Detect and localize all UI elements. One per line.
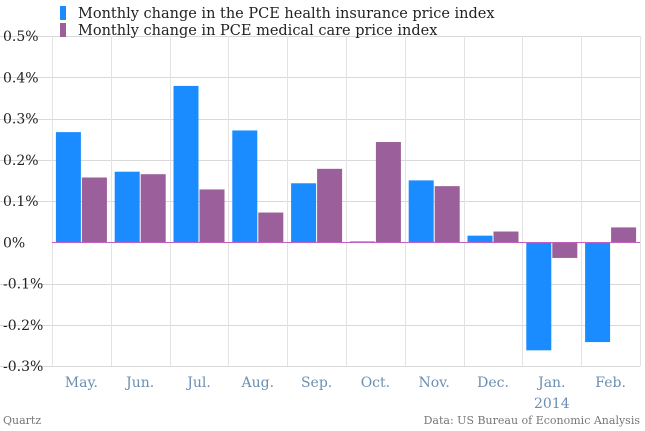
bar-health-insurance-jul xyxy=(173,85,199,243)
footer-source-right: Data: US Bureau of Economic Analysis xyxy=(424,414,641,427)
x-tick-label: May. xyxy=(65,375,98,391)
y-tick-label: -0.1% xyxy=(3,277,43,293)
bar-health-insurance-dec xyxy=(467,235,493,243)
x-tick-label: Dec. xyxy=(477,375,509,391)
x-tick-sublabel: 2014 xyxy=(534,396,570,412)
x-tick-label: Feb. xyxy=(595,375,626,391)
x-tick-label: Oct. xyxy=(361,375,390,391)
x-axis-ticks: May. Jun. Jul. Aug. Sep. Oct. Nov. Dec. Jan. 2014… xyxy=(65,375,626,412)
bar-health-insurance-jan xyxy=(526,242,552,351)
y-tick-label: 0.3% xyxy=(3,112,39,128)
legend-swatch-medical-care xyxy=(60,23,66,37)
bar-medical-care-sep xyxy=(317,168,343,243)
bar-medical-care-aug xyxy=(258,212,284,243)
x-tick-label: Nov. xyxy=(419,375,450,391)
bar-health-insurance-may xyxy=(55,132,81,243)
x-tick-label: Aug. xyxy=(241,375,275,391)
bar-medical-care-feb xyxy=(611,227,637,243)
bar-medical-care-jan xyxy=(552,242,578,258)
y-tick-label: -0.2% xyxy=(3,318,43,334)
y-tick-label: 0% xyxy=(3,235,25,251)
legend-label-medical-care: Monthly change in PCE medical care price… xyxy=(78,23,437,39)
x-tick-label: Jul. xyxy=(185,375,211,391)
y-tick-label: 0.4% xyxy=(3,70,39,86)
bar-medical-care-jun xyxy=(140,174,166,243)
y-tick-label: -0.3% xyxy=(3,359,43,375)
bar-health-insurance-nov xyxy=(408,180,434,243)
legend: Monthly change in the PCE health insuran… xyxy=(60,6,495,39)
bar-health-insurance-feb xyxy=(585,242,611,343)
column-separators xyxy=(52,36,641,366)
y-axis-ticks: 0.5% 0.4% 0.3% 0.2% 0.1% 0% -0.1% -0.2% -0.3% xyxy=(3,29,43,375)
legend-swatch-health-insurance xyxy=(60,6,66,20)
bar-medical-care-oct xyxy=(375,142,401,243)
bars xyxy=(55,85,637,351)
y-tick-label: 0.1% xyxy=(3,194,39,210)
footer-source-left: Quartz xyxy=(3,414,41,427)
x-tick-label: Sep. xyxy=(301,375,332,391)
x-tick-label: Jan. xyxy=(536,375,565,391)
bar-health-insurance-sep xyxy=(291,183,317,243)
bar-health-insurance-oct xyxy=(349,241,375,243)
bar-health-insurance-jun xyxy=(114,171,140,243)
y-tick-label: 0.5% xyxy=(3,29,39,45)
y-tick-label: 0.2% xyxy=(3,153,39,169)
bar-medical-care-may xyxy=(81,177,107,243)
bar-medical-care-dec xyxy=(493,231,519,243)
bar-medical-care-nov xyxy=(434,186,460,243)
bar-health-insurance-aug xyxy=(232,130,258,243)
x-tick-label: Jun. xyxy=(124,375,154,391)
legend-label-health-insurance: Monthly change in the PCE health insuran… xyxy=(78,6,495,22)
bar-medical-care-jul xyxy=(199,189,225,243)
